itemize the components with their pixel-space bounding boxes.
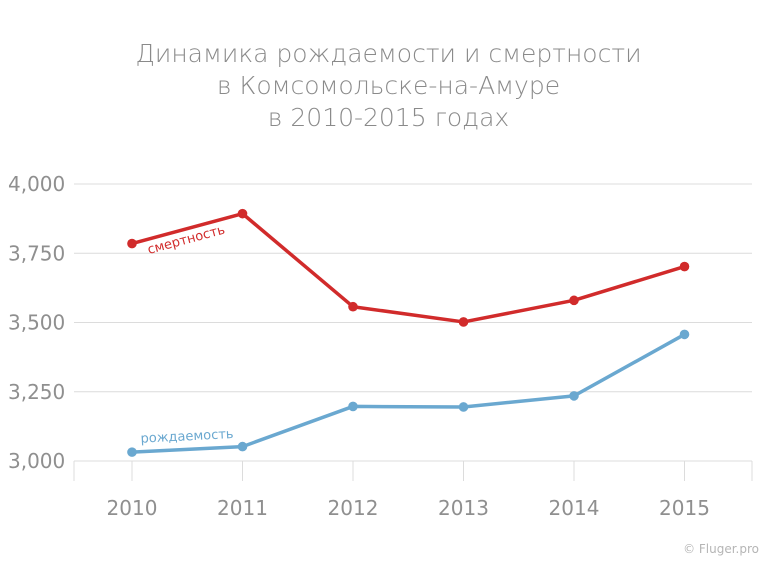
y-axis-ticks: 3,000 3,250 3,500 3,750 4,000 xyxy=(8,172,65,473)
data-point xyxy=(458,402,469,412)
x-tick-label: 2011 xyxy=(217,496,268,520)
y-tick-label: 3,500 xyxy=(8,311,65,335)
series-line-births xyxy=(130,332,687,454)
x-tick-label: 2012 xyxy=(328,496,379,520)
data-point xyxy=(679,261,690,272)
series-label: рождаемость xyxy=(140,427,234,447)
y-tick-label: 3,750 xyxy=(8,241,65,265)
data-point xyxy=(569,391,579,401)
chart-title-line-1: Динамика рождаемости и смертности xyxy=(135,39,642,68)
data-point xyxy=(127,238,137,249)
x-tick-label: 2010 xyxy=(107,496,158,520)
data-point xyxy=(569,295,579,306)
y-tick-label: 3,000 xyxy=(8,449,65,473)
chart-title: Динамика рождаемости и смертности в Комс… xyxy=(0,38,777,134)
data-point xyxy=(458,317,469,327)
data-point xyxy=(127,447,137,457)
x-axis-ticks: 2010 2011 2012 2013 2014 2015 xyxy=(107,496,710,520)
series-line-deaths xyxy=(130,211,687,324)
chart-title-line-3: в 2010-2015 годах xyxy=(267,103,510,132)
data-point xyxy=(348,401,358,412)
gridlines xyxy=(73,183,753,481)
data-point xyxy=(679,329,690,340)
series-points xyxy=(127,208,690,457)
data-point xyxy=(348,301,358,312)
credit-text: © Fluger.pro xyxy=(683,542,759,556)
y-tick-label: 3,250 xyxy=(8,380,65,404)
x-tick-label: 2013 xyxy=(438,496,489,520)
x-tick-label: 2015 xyxy=(659,496,710,520)
x-tick-label: 2014 xyxy=(549,496,600,520)
chart-title-line-2: в Комсомольске-на-Амуре xyxy=(216,71,561,100)
y-tick-label: 4,000 xyxy=(8,172,65,196)
data-point xyxy=(237,208,248,219)
series-lines xyxy=(130,211,687,454)
data-point xyxy=(237,441,248,452)
